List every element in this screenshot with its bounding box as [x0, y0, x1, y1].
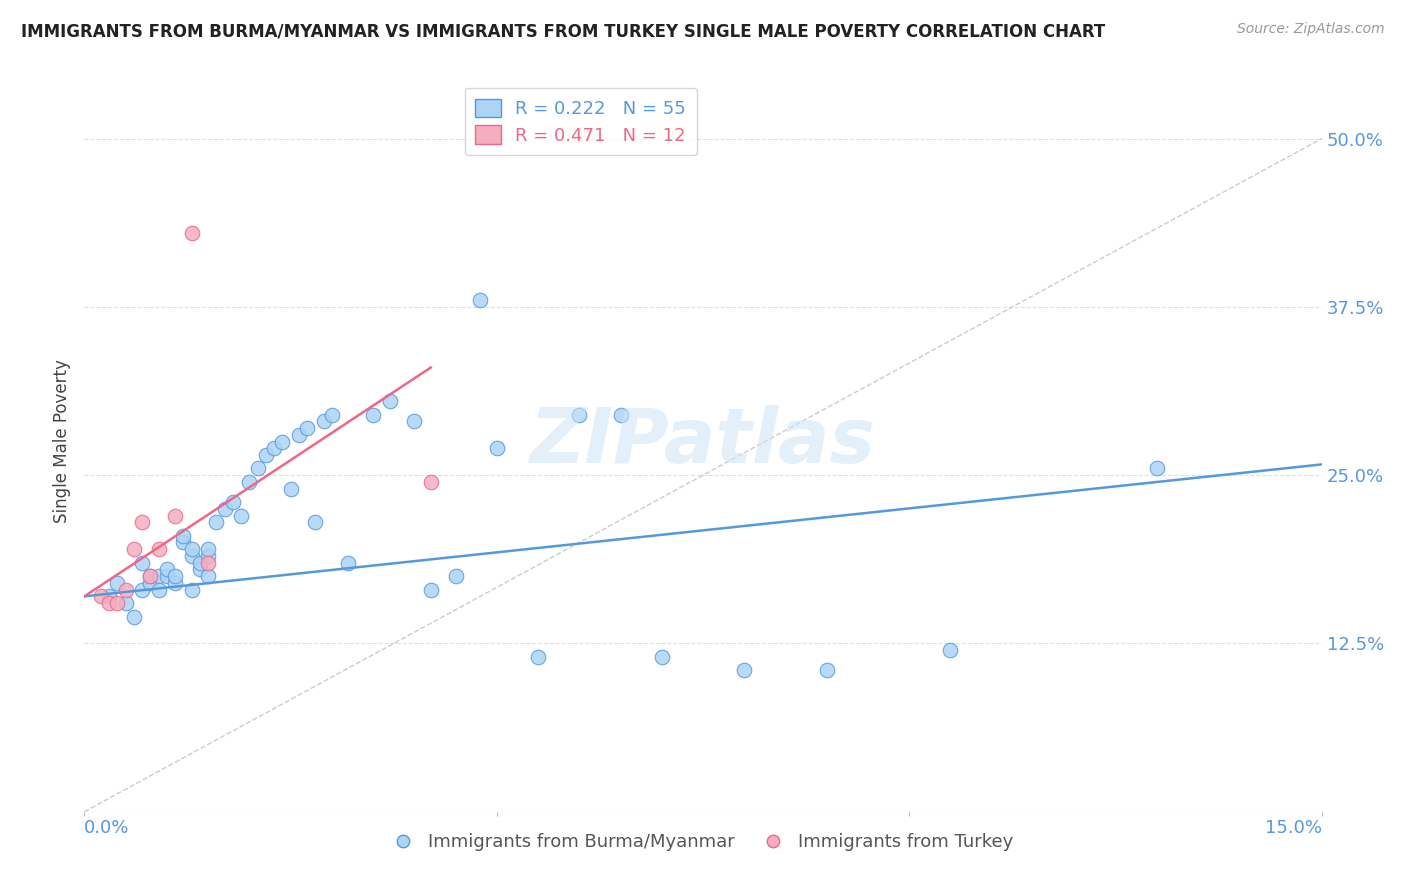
Point: [321, 408, 343, 422]
Y-axis label: Single Male Poverty: Single Male Poverty: [53, 359, 72, 524]
Point: [131, 516, 153, 530]
Point: [568, 408, 591, 422]
Point: [122, 609, 145, 624]
Point: [98, 596, 121, 610]
Point: [165, 508, 187, 523]
Point: [105, 596, 128, 610]
Point: [939, 643, 962, 657]
Point: [197, 569, 219, 583]
Point: [263, 442, 285, 456]
Point: [131, 556, 153, 570]
Point: [105, 575, 128, 590]
Point: [172, 529, 194, 543]
Point: [470, 293, 492, 308]
Legend: Immigrants from Burma/Myanmar, Immigrants from Turkey: Immigrants from Burma/Myanmar, Immigrant…: [385, 826, 1021, 858]
Point: [197, 542, 219, 557]
Point: [229, 508, 252, 523]
Point: [214, 501, 236, 516]
Point: [148, 569, 170, 583]
Point: [361, 408, 384, 422]
Point: [733, 664, 755, 678]
Point: [222, 495, 245, 509]
Point: [139, 575, 162, 590]
Point: [404, 414, 426, 428]
Point: [98, 590, 121, 604]
Point: [238, 475, 260, 489]
Point: [172, 535, 194, 549]
Point: [148, 542, 170, 557]
Point: [188, 562, 211, 576]
Point: [114, 596, 136, 610]
Point: [419, 582, 441, 597]
Point: [139, 569, 162, 583]
Point: [527, 649, 550, 664]
Point: [131, 582, 153, 597]
Point: [114, 582, 136, 597]
Point: [295, 421, 318, 435]
Text: Source: ZipAtlas.com: Source: ZipAtlas.com: [1237, 22, 1385, 37]
Point: [122, 542, 145, 557]
Text: IMMIGRANTS FROM BURMA/MYANMAR VS IMMIGRANTS FROM TURKEY SINGLE MALE POVERTY CORR: IMMIGRANTS FROM BURMA/MYANMAR VS IMMIGRA…: [21, 22, 1105, 40]
Point: [280, 482, 302, 496]
Text: ZIPatlas: ZIPatlas: [530, 405, 876, 478]
Point: [288, 427, 311, 442]
Point: [312, 414, 335, 428]
Point: [205, 516, 228, 530]
Text: 15.0%: 15.0%: [1264, 819, 1322, 837]
Point: [90, 590, 112, 604]
Point: [180, 542, 202, 557]
Point: [148, 582, 170, 597]
Point: [271, 434, 294, 449]
Point: [188, 556, 211, 570]
Point: [165, 575, 187, 590]
Point: [815, 664, 838, 678]
Point: [156, 569, 179, 583]
Point: [304, 516, 326, 530]
Point: [180, 549, 202, 563]
Text: 0.0%: 0.0%: [84, 819, 129, 837]
Point: [337, 556, 360, 570]
Point: [485, 442, 508, 456]
Point: [419, 475, 441, 489]
Point: [1146, 461, 1168, 475]
Point: [180, 582, 202, 597]
Point: [156, 562, 179, 576]
Point: [651, 649, 673, 664]
Point: [246, 461, 269, 475]
Point: [139, 569, 162, 583]
Point: [254, 448, 277, 462]
Point: [197, 549, 219, 563]
Point: [378, 394, 401, 409]
Point: [444, 569, 467, 583]
Point: [165, 569, 187, 583]
Point: [609, 408, 631, 422]
Point: [180, 226, 202, 240]
Point: [197, 556, 219, 570]
